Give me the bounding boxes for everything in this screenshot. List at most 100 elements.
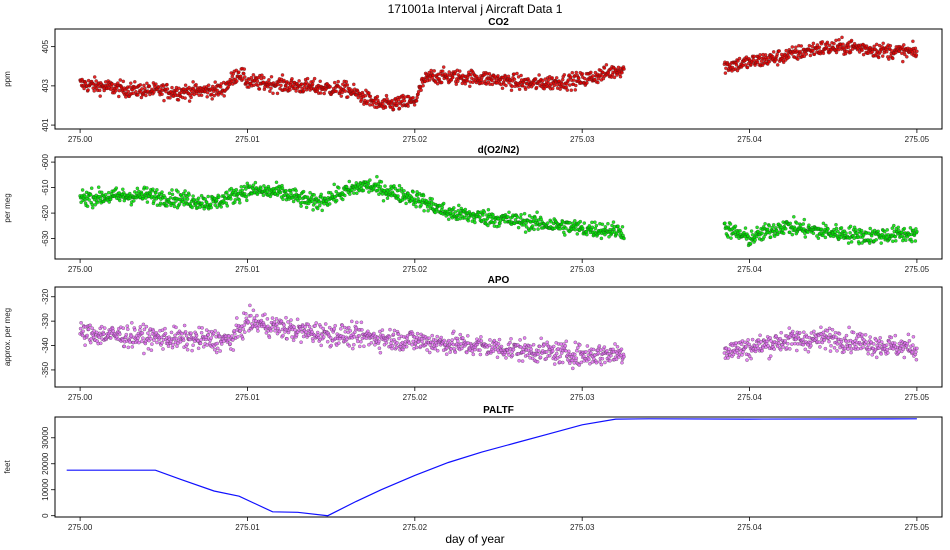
data-point — [504, 83, 508, 88]
data-point — [313, 324, 317, 328]
data-point — [413, 341, 418, 346]
data-point — [427, 336, 431, 340]
data-point — [911, 335, 916, 339]
data-point — [585, 232, 589, 237]
data-point — [839, 226, 844, 230]
data-point — [893, 333, 898, 338]
data-point — [811, 49, 815, 53]
data-point — [422, 209, 426, 213]
x-tick-label: 275.03 — [570, 135, 595, 144]
data-point — [798, 49, 803, 54]
data-point — [459, 342, 463, 346]
data-point — [546, 78, 551, 82]
data-point — [809, 343, 813, 348]
data-point — [242, 71, 246, 76]
data-point — [108, 336, 113, 340]
data-point — [457, 203, 461, 208]
data-point — [444, 352, 449, 356]
data-point — [784, 48, 788, 53]
data-point — [568, 361, 572, 365]
x-tick-label: 275.00 — [68, 523, 93, 532]
data-point — [421, 83, 425, 88]
data-point — [88, 323, 92, 328]
data-point — [492, 338, 497, 343]
data-point — [289, 318, 293, 322]
data-point — [165, 82, 169, 87]
data-point — [292, 325, 296, 329]
y-axis-label: approx. per meg — [3, 308, 12, 366]
data-point — [596, 348, 600, 353]
data-point — [284, 188, 288, 193]
data-point — [605, 349, 609, 353]
data-point — [81, 329, 85, 334]
data-point — [274, 180, 279, 185]
data-point — [239, 185, 244, 189]
data-point — [832, 41, 836, 46]
data-point — [562, 73, 567, 77]
data-point — [517, 358, 521, 363]
data-point — [397, 188, 401, 192]
data-point — [590, 220, 594, 225]
data-point — [746, 338, 750, 342]
data-point — [215, 88, 219, 93]
data-point — [722, 351, 727, 355]
data-point — [244, 311, 248, 316]
data-point — [847, 325, 851, 330]
data-point — [318, 91, 323, 95]
data-point — [539, 336, 543, 341]
data-point — [183, 189, 187, 193]
data-point — [252, 316, 257, 320]
data-point — [737, 56, 742, 61]
data-point — [360, 328, 364, 332]
data-point — [308, 190, 312, 195]
data-point — [251, 73, 256, 77]
y-tick-label: 20000 — [41, 452, 50, 475]
data-point — [410, 342, 414, 347]
data-point — [915, 49, 919, 54]
data-point — [837, 37, 841, 42]
data-point — [902, 236, 906, 240]
data-point — [154, 190, 158, 195]
data-point — [97, 88, 102, 93]
data-point — [410, 331, 415, 336]
data-point — [194, 82, 198, 87]
data-point — [395, 101, 400, 106]
data-point — [205, 95, 209, 99]
data-point — [172, 204, 177, 209]
data-point — [749, 229, 754, 233]
data-point — [802, 54, 807, 59]
data-point — [914, 357, 919, 362]
data-point — [256, 329, 260, 333]
data-point — [260, 73, 264, 77]
data-point — [265, 189, 270, 194]
data-point — [332, 80, 337, 85]
data-point — [593, 220, 597, 224]
data-point — [210, 97, 214, 101]
x-tick-label: 275.01 — [235, 393, 260, 402]
data-point — [828, 332, 832, 337]
data-point — [452, 206, 456, 210]
data-point — [441, 201, 446, 206]
data-point — [908, 226, 913, 230]
data-point — [508, 340, 512, 345]
data-point — [178, 340, 183, 344]
data-point — [496, 342, 501, 346]
data-point — [215, 205, 219, 210]
data-point — [146, 347, 151, 351]
data-point — [133, 328, 137, 332]
data-point — [376, 182, 381, 186]
data-point — [520, 359, 525, 363]
data-point — [743, 226, 748, 230]
data-point — [416, 89, 421, 94]
data-point — [185, 197, 190, 201]
data-point — [79, 321, 83, 325]
data-point — [896, 225, 901, 230]
data-point — [552, 362, 557, 366]
data-point — [176, 190, 180, 194]
data-point — [551, 344, 556, 349]
data-point — [78, 326, 83, 331]
data-point — [820, 40, 825, 44]
data-point — [904, 238, 908, 242]
data-point — [487, 71, 492, 76]
data-point — [868, 226, 872, 231]
